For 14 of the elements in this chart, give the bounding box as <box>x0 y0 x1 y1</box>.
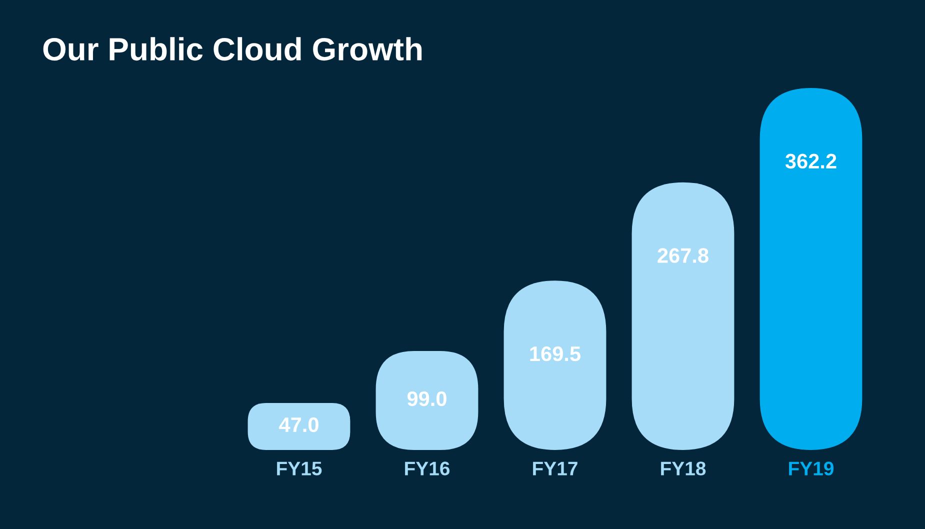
data-label: 47.0 <box>279 417 318 432</box>
data-label: 362.2 <box>785 154 836 169</box>
data-label: 169.5 <box>530 346 580 362</box>
x-tick-label: FY15 <box>277 462 322 476</box>
data-label: 267.8 <box>658 248 708 263</box>
bar <box>248 403 350 450</box>
bar <box>760 88 862 450</box>
x-tick-label: FY16 <box>405 462 450 476</box>
bar <box>632 182 734 450</box>
x-tick-label: FY18 <box>661 462 706 476</box>
data-label: 99.0 <box>407 391 446 406</box>
chart-title: Our Public Cloud Growth <box>43 37 422 61</box>
x-tick-label: FY17 <box>533 462 578 476</box>
x-tick-label: FY19 <box>789 462 834 476</box>
